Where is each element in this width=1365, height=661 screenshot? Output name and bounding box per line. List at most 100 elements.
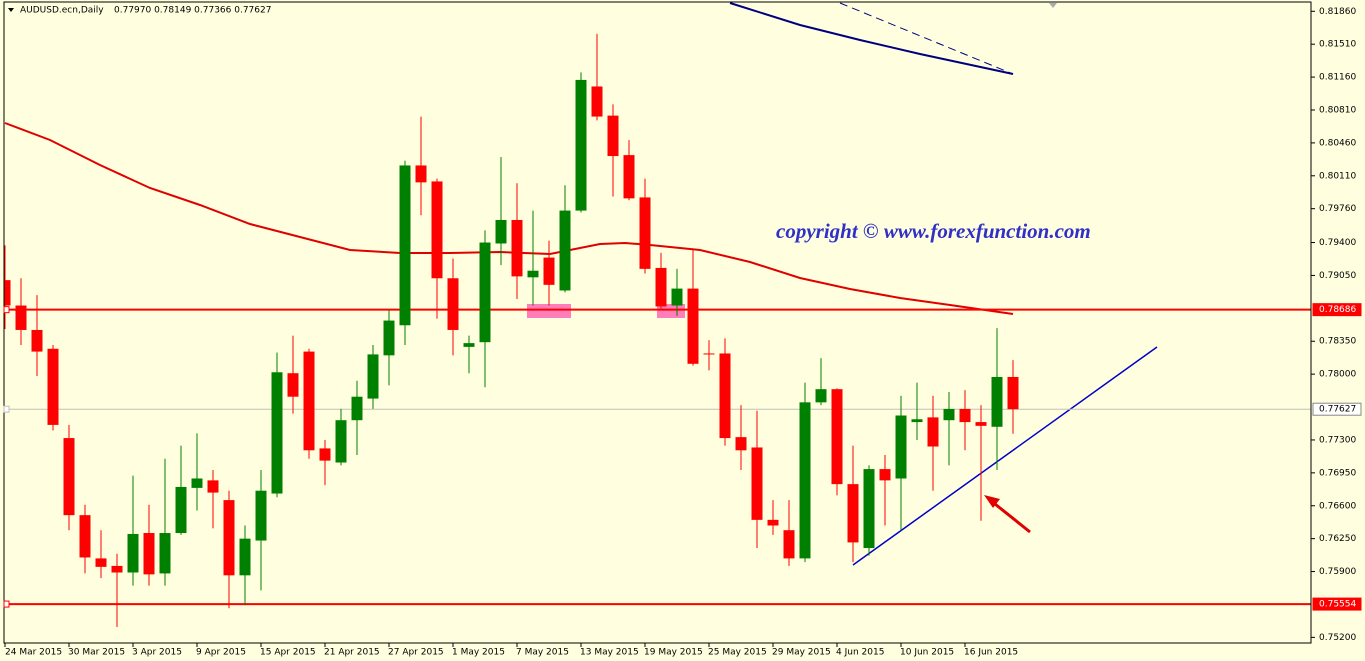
- y-tick-label: 0.79760: [1319, 204, 1356, 214]
- candle-body: [495, 219, 507, 244]
- support-line: [852, 346, 1158, 566]
- x-tick-label: 24 Mar 2015: [5, 648, 62, 658]
- arrow-head: [984, 495, 1000, 508]
- x-tick-label: 19 May 2015: [644, 648, 703, 658]
- candle-body: [543, 257, 555, 285]
- candle-body: [479, 242, 491, 343]
- candle-body: [223, 500, 235, 576]
- candle-body: [319, 448, 331, 461]
- candle-body: [671, 288, 683, 306]
- y-tick-label: 0.80110: [1319, 171, 1356, 181]
- x-tick-label: 10 Jun 2015: [900, 648, 954, 658]
- y-tick-label: 0.80460: [1319, 138, 1356, 148]
- candle-body: [191, 478, 203, 488]
- candle-body: [639, 197, 651, 269]
- chart-subtitle: 0.77970 0.78149 0.77366 0.77627: [114, 6, 271, 16]
- candle-body: [111, 565, 123, 573]
- candle-body: [415, 165, 427, 183]
- y-tick-label: 0.76600: [1319, 501, 1356, 511]
- y-tick-label: 0.77300: [1319, 435, 1356, 445]
- level-label-box: [1312, 303, 1362, 317]
- level-label-box: [1312, 402, 1362, 416]
- x-tick-label: 16 Jun 2015: [964, 648, 1018, 658]
- candle-body: [623, 155, 635, 199]
- candle-body: [95, 558, 107, 567]
- y-tick-label: 0.81510: [1319, 40, 1356, 50]
- copyright: copyright © www.forexfunction.com: [776, 219, 1091, 243]
- level-marker: [3, 306, 10, 314]
- plot-area: [4, 2, 1311, 628]
- y-tick-label: 0.76250: [1319, 534, 1356, 544]
- chart-title: AUDUSD.ecn,Daily: [20, 6, 104, 16]
- candle-body: [687, 288, 699, 364]
- x-tick-label: 9 Apr 2015: [196, 648, 246, 658]
- x-tick-label: 1 May 2015: [452, 648, 505, 658]
- candle-body: [927, 417, 939, 447]
- x-tick-label: 25 May 2015: [708, 648, 767, 658]
- candle-body: [575, 79, 587, 211]
- candle-body: [943, 408, 955, 421]
- x-tick-label: 27 Apr 2015: [388, 648, 444, 658]
- y-tick-label: 0.78000: [1319, 370, 1356, 380]
- candle-body: [79, 515, 91, 558]
- candle-body: [63, 438, 75, 516]
- candle-body: [863, 469, 875, 549]
- menu-icon: [8, 8, 14, 12]
- candle-body: [703, 353, 715, 355]
- level-marker: [3, 600, 10, 608]
- candle-body: [591, 86, 603, 117]
- marker: [1049, 3, 1057, 8]
- candle-body: [847, 484, 859, 543]
- y-tick-label: 0.78350: [1319, 337, 1356, 347]
- y-tick-label: 0.80810: [1319, 105, 1356, 115]
- plot-frame: [3, 1, 1312, 644]
- highlight: [657, 304, 685, 318]
- candle-body: [719, 353, 731, 439]
- candle-body: [959, 408, 971, 423]
- level-label: 0.77627: [1319, 405, 1356, 415]
- candle-body: [335, 420, 347, 463]
- level-label: 0.75554: [1319, 600, 1356, 610]
- dashed-line: [839, 2, 1014, 75]
- level-label: 0.78686: [1319, 305, 1356, 315]
- candle-body: [207, 480, 219, 493]
- candle-body: [239, 538, 251, 576]
- candle-body: [4, 280, 11, 306]
- y-tick-label: 0.75900: [1319, 567, 1356, 577]
- y-tick-label: 0.79050: [1319, 271, 1356, 281]
- moving-average: [4, 122, 1014, 315]
- trend-line: [729, 2, 1014, 75]
- level-label-box: [1312, 597, 1362, 611]
- y-tick-label: 0.76950: [1319, 468, 1356, 478]
- candle-body: [351, 396, 363, 421]
- y-tick-label: 0.79400: [1319, 238, 1356, 248]
- candle-body: [783, 530, 795, 559]
- candle-body: [911, 419, 923, 423]
- candle-body: [815, 389, 827, 403]
- x-tick-label: 15 Apr 2015: [260, 648, 316, 658]
- x-tick-label: 4 Jun 2015: [836, 648, 884, 658]
- x-tick-label: 3 Apr 2015: [132, 648, 182, 658]
- x-tick-label: 13 May 2015: [580, 648, 639, 658]
- candle-body: [975, 422, 987, 426]
- candle-body: [655, 267, 667, 307]
- candle-body: [879, 469, 891, 481]
- candle-body: [367, 354, 379, 399]
- level-marker: [3, 405, 10, 413]
- candle-body: [255, 490, 267, 541]
- candle-body: [751, 447, 763, 520]
- candle-body: [831, 389, 843, 485]
- candle-body: [287, 373, 299, 397]
- candle-body: [31, 329, 43, 352]
- x-tick-label: 29 May 2015: [772, 648, 831, 658]
- x-tick-label: 7 May 2015: [516, 648, 569, 658]
- highlight: [527, 304, 571, 318]
- candle-body: [895, 415, 907, 479]
- candle-body: [143, 533, 155, 575]
- candle-body: [463, 343, 475, 347]
- candle-body: [271, 372, 283, 494]
- arrow: [989, 498, 1031, 534]
- y-tick-label: 0.81160: [1319, 73, 1356, 83]
